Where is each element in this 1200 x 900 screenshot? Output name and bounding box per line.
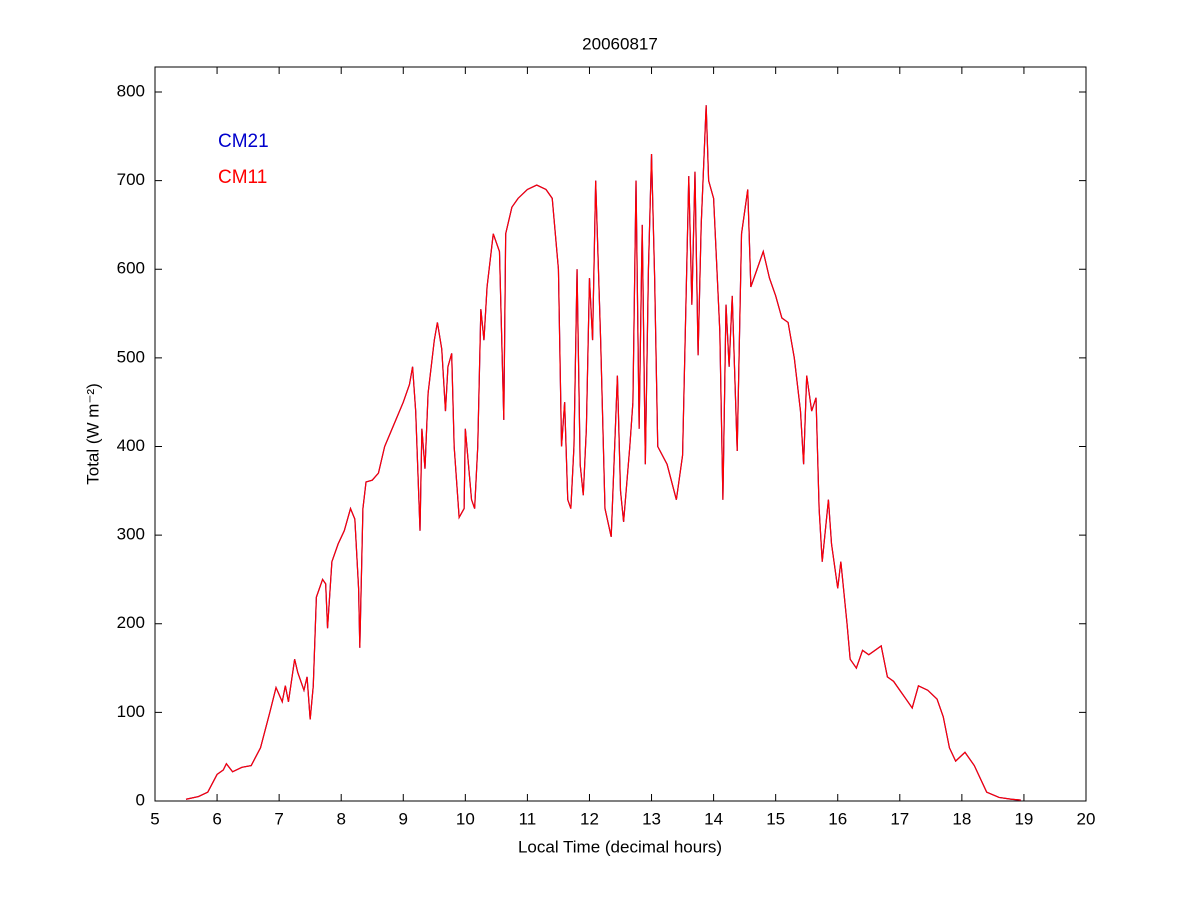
legend-label: CM21: [218, 131, 269, 152]
x-tick-label: 18: [952, 809, 971, 828]
y-tick-label: 500: [117, 347, 145, 366]
y-tick-label: 800: [117, 81, 145, 100]
x-tick-label: 20: [1077, 809, 1096, 828]
y-tick-label: 700: [117, 170, 145, 189]
y-tick-label: 0: [136, 790, 145, 809]
series-line: [185, 105, 1021, 801]
x-axis-label: Local Time (decimal hours): [518, 837, 722, 856]
y-tick-label: 600: [117, 259, 145, 278]
x-tick-label: 12: [580, 809, 599, 828]
x-tick-label: 13: [642, 809, 661, 828]
y-tick-label: 100: [117, 702, 145, 721]
y-tick-label: 200: [117, 613, 145, 632]
plot-frame: [154, 66, 1087, 802]
x-tick-label: 9: [399, 809, 408, 828]
y-tick-label: 400: [117, 436, 145, 455]
x-tick-label: 11: [519, 809, 537, 828]
x-tick-label: 10: [456, 809, 475, 828]
x-tick-label: 7: [274, 809, 283, 828]
chart-title: 20060817: [582, 34, 658, 53]
x-tick-label: 17: [890, 809, 909, 828]
x-tick-label: 15: [766, 809, 785, 828]
x-tick-label: 19: [1014, 809, 1033, 828]
legend-label: CM11: [218, 167, 267, 188]
x-tick-label: 14: [704, 809, 723, 828]
y-tick-label: 300: [117, 525, 145, 544]
x-tick-label: 16: [828, 809, 847, 828]
x-tick-label: 6: [212, 809, 221, 828]
y-axis-label: Total (W m⁻²): [83, 383, 102, 485]
x-tick-label: 8: [336, 809, 345, 828]
x-tick-label: 5: [150, 809, 159, 828]
